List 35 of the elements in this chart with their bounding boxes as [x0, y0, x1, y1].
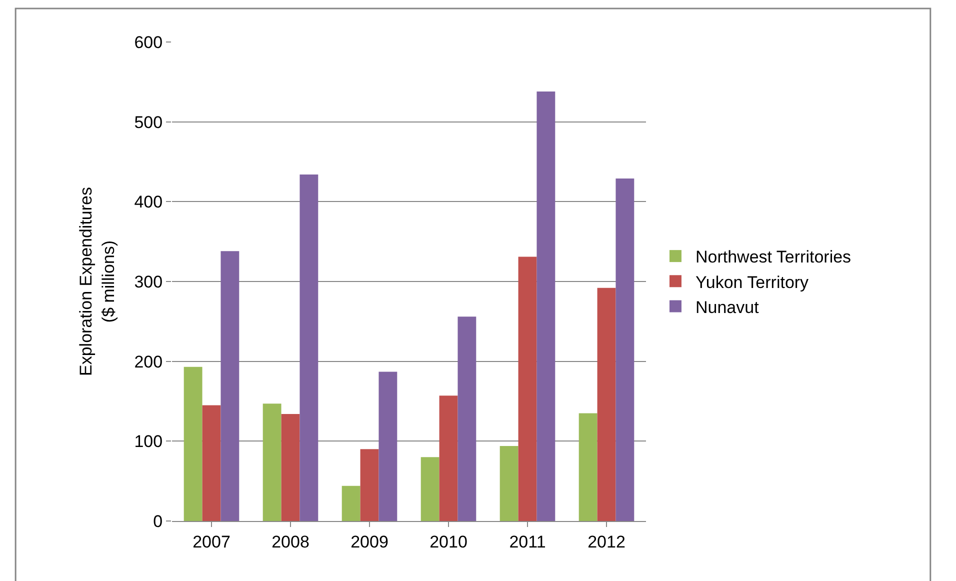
bar — [439, 396, 458, 521]
legend-label: Yukon Territory — [695, 272, 810, 292]
y-tick-label: 300 — [134, 272, 163, 292]
bar — [262, 404, 282, 521]
y-tick-label: 100 — [134, 432, 163, 452]
bar — [458, 316, 476, 521]
x-tick-label: 2011 — [509, 532, 546, 552]
bar — [500, 446, 518, 521]
bar — [518, 256, 537, 521]
y-tick-label: 0 — [153, 512, 163, 531]
y-tick-label: 500 — [134, 112, 163, 132]
bar — [536, 92, 556, 521]
bar — [378, 372, 398, 521]
bar — [202, 405, 221, 521]
y-tick-label: 600 — [134, 32, 163, 52]
bar — [220, 251, 240, 521]
y-tick-label: 200 — [134, 352, 163, 372]
bar — [578, 413, 598, 521]
x-tick-label: 2012 — [588, 532, 626, 552]
x-tick-label: 2007 — [192, 532, 230, 552]
bar — [300, 174, 318, 521]
x-tick-label: 2008 — [272, 532, 310, 552]
y-axis-title: Exploration Expenditures ($ millions) — [76, 186, 118, 376]
legend-label: Nunavut — [695, 298, 760, 317]
bar — [616, 178, 634, 521]
x-tick-label: 2010 — [430, 532, 468, 552]
x-tick-label: 2009 — [350, 532, 388, 552]
bar — [281, 414, 300, 521]
bar — [342, 486, 360, 521]
bar — [420, 457, 440, 521]
bar — [360, 449, 379, 521]
bar — [597, 288, 616, 521]
bar — [184, 366, 202, 521]
legend-label: Northwest Territories — [695, 248, 852, 267]
y-tick-label: 400 — [134, 192, 163, 212]
